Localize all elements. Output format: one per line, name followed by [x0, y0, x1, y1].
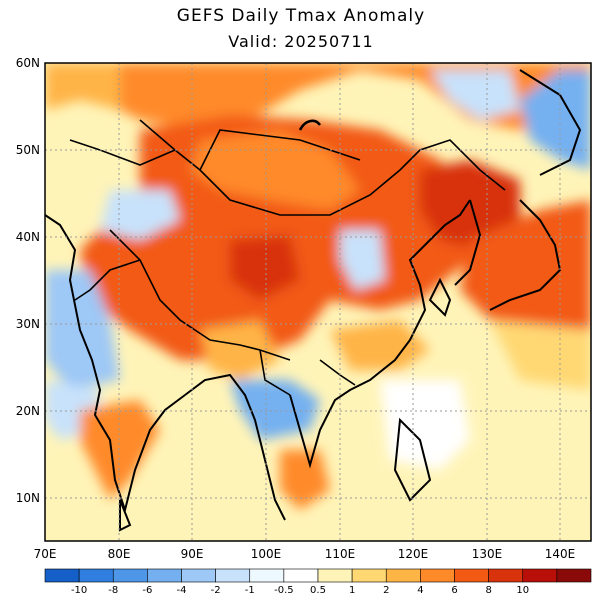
coastlines — [45, 69, 582, 532]
colorbar-tick-label: 4 — [417, 585, 423, 596]
map-frame — [44, 62, 592, 542]
colorbar-tick-label: -6 — [142, 585, 152, 596]
lat-label: 30N — [16, 317, 40, 331]
colorbar-swatch — [556, 568, 592, 583]
lon-label: 100E — [251, 547, 282, 561]
lat-label: 50N — [16, 143, 40, 157]
colorbar-tick-label: 6 — [451, 585, 457, 596]
colorbar-swatch — [215, 568, 251, 583]
lon-label: 130E — [472, 547, 503, 561]
colorbar-swatch — [181, 568, 216, 583]
colorbar-tick-label: -2 — [211, 585, 221, 596]
lon-label: 120E — [398, 547, 429, 561]
colorbar-swatch — [420, 568, 455, 583]
lon-label: 90E — [181, 547, 204, 561]
colorbar-tick-label: -0.5 — [274, 585, 294, 596]
longitude-labels: 70E 80E 90E 100E 110E 120E 130E 140E — [34, 547, 576, 561]
graticule — [45, 63, 591, 541]
colorbar-swatch — [112, 568, 148, 583]
colorbar-tick-label: -8 — [108, 585, 118, 596]
colorbar-tick-label: -10 — [71, 585, 87, 596]
colorbar-swatch — [385, 568, 421, 583]
colorbar-swatch — [44, 568, 80, 583]
latitude-labels: 60N 50N 40N 30N 20N 10N — [16, 56, 40, 505]
lon-label: 70E — [34, 547, 57, 561]
colorbar-tick-label: 2 — [383, 585, 389, 596]
colorbar-swatch — [351, 568, 387, 583]
valid-date: Valid: 20250711 — [228, 32, 374, 51]
colorbar-tick-label: 10 — [516, 585, 529, 596]
colorbar-swatch — [249, 568, 285, 583]
colorbar-swatch — [317, 568, 353, 583]
colorbar: -10 -8 -6 -4 -2 -1 -0.5 0.5 1 2 4 6 8 10 — [44, 568, 592, 596]
colorbar-swatch — [283, 568, 319, 583]
colorbar-tick-label: 8 — [485, 585, 491, 596]
lat-label: 60N — [16, 56, 40, 70]
colorbar-swatch — [488, 568, 524, 583]
colorbar-tick-label: 0.5 — [310, 585, 326, 596]
map-title: GEFS Daily Tmax Anomaly — [176, 6, 426, 26]
colorbar-swatch — [522, 568, 558, 583]
colorbar-swatch — [454, 568, 489, 583]
lon-label: 80E — [108, 547, 131, 561]
lat-label: 20N — [16, 404, 40, 418]
borders — [69, 119, 506, 396]
colorbar-tick-label: 1 — [349, 585, 355, 596]
lat-label: 40N — [16, 230, 40, 244]
colorbar-swatch — [147, 568, 182, 583]
colorbar-tick-label: -4 — [177, 585, 187, 596]
lon-label: 110E — [325, 547, 356, 561]
lon-label: 140E — [545, 547, 576, 561]
colorbar-swatch — [78, 568, 114, 583]
colorbar-tick-label: -1 — [245, 585, 255, 596]
lat-label: 10N — [16, 491, 40, 505]
anomaly-field — [45, 63, 591, 541]
